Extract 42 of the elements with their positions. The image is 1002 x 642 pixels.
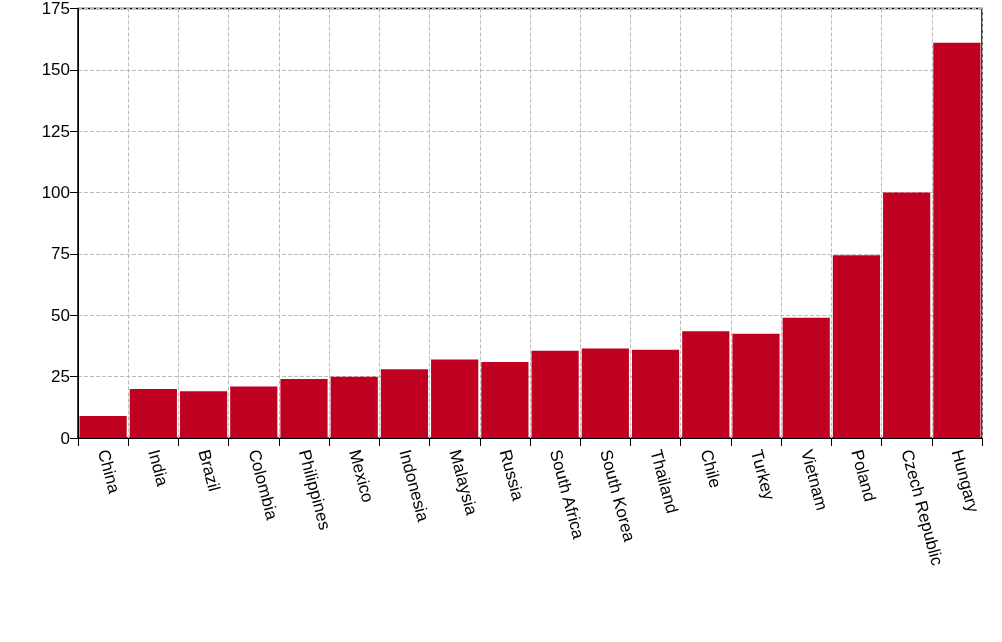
- bar: [531, 350, 579, 438]
- bar: [732, 333, 780, 438]
- bar: [631, 349, 680, 438]
- x-tick-label: Malaysia: [445, 447, 482, 518]
- bar: [883, 192, 931, 438]
- bar: [481, 361, 529, 438]
- bar: [230, 386, 278, 438]
- x-tick-label: Brazil: [194, 447, 224, 494]
- x-tick-label: Hungary: [947, 447, 983, 516]
- bar: [280, 379, 328, 438]
- x-tick-label: South Africa: [545, 447, 589, 542]
- y-tick-label: 125: [41, 121, 70, 141]
- bar: [330, 376, 378, 438]
- x-tick-label: China: [93, 447, 124, 496]
- x-tick-label: Chile: [696, 447, 725, 490]
- y-tick-label: 100: [41, 183, 70, 203]
- bar: [832, 255, 881, 438]
- x-tick-label: Czech Republic: [897, 447, 947, 568]
- bar: [682, 331, 730, 438]
- bar: [380, 369, 429, 438]
- y-tick-label: 150: [41, 60, 70, 80]
- bar: [431, 359, 479, 438]
- y-tick-label: 50: [51, 305, 70, 325]
- bar: [933, 42, 981, 438]
- x-tick-label: Thailand: [646, 447, 682, 516]
- x-tick-label: Poland: [847, 447, 880, 504]
- bar: [129, 388, 177, 438]
- x-tick-label: India: [144, 447, 173, 489]
- x-tick-label: Turkey: [746, 447, 779, 503]
- bar: [782, 317, 830, 438]
- bar: [581, 348, 629, 438]
- x-tick-label: Colombia: [244, 447, 282, 523]
- x-tick-label: Russia: [495, 447, 528, 504]
- y-tick-label: 0: [60, 428, 70, 448]
- bar: [79, 415, 127, 438]
- x-tick-label: South Korea: [596, 447, 640, 545]
- y-tick-label: 175: [41, 0, 70, 18]
- bar: [179, 391, 228, 438]
- x-tick-label: Mexico: [345, 447, 378, 505]
- x-tick-label: Vietnam: [797, 447, 832, 513]
- y-tick-label: 25: [51, 367, 70, 387]
- y-tick-label: 75: [51, 244, 70, 264]
